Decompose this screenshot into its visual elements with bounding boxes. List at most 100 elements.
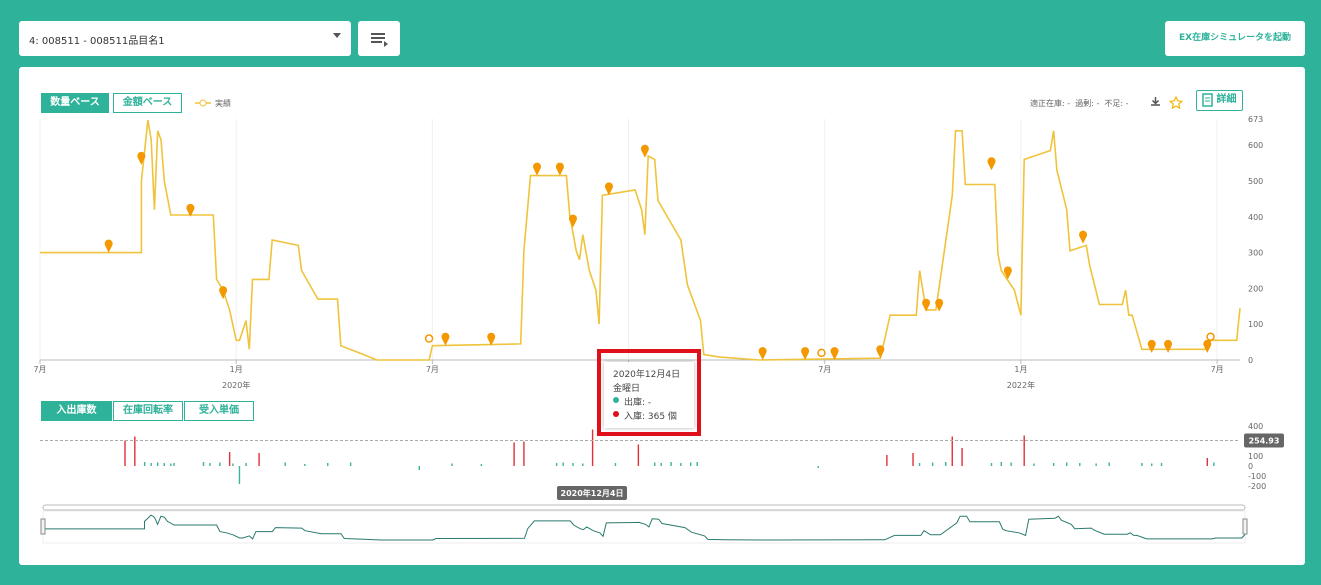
event-pin [1003,266,1012,280]
event-pin [555,162,564,176]
stock-line [40,119,1241,361]
flow-bar [1033,463,1035,466]
flow-bar [202,462,205,466]
x-tick-label: 7月 [818,365,831,374]
flow-bar [637,444,640,466]
flow-bar [1160,463,1163,466]
event-pin [758,347,767,360]
event-pin [1203,339,1212,353]
event-pin [801,347,810,360]
flow-bar [143,462,146,466]
highlight-box [597,349,701,436]
flow-bar [284,462,286,466]
tab-quantity[interactable]: 数量ベース [41,93,109,113]
flow-bar [654,462,656,466]
flow-bar [349,462,352,466]
tooltip-weekday: 金曜日 [613,384,641,394]
x-tick-label: 1月 [230,365,243,374]
flow-bar [1206,458,1209,466]
tab-unit-price[interactable]: 受入単価 [184,401,254,421]
flow-bar [232,463,234,466]
event-pin [487,332,496,346]
flow-bar [582,463,584,466]
y-tick-label: 500 [1248,177,1263,186]
event-pin [876,345,885,359]
tab-flow[interactable]: 入出庫数 [41,401,112,421]
flow-bar [228,452,231,466]
panel [19,67,1305,565]
event-pin [935,298,944,312]
open-point [817,348,826,358]
flow-bar [614,463,617,466]
flow-bar [1023,435,1025,466]
flow-bar [238,466,241,484]
item-select[interactable]: 4: 008511 - 008511品目名1 [19,21,351,56]
dropdown-arrow [333,33,341,38]
event-pin [568,214,577,228]
flow-bar [1141,463,1143,466]
flow-bar [209,463,211,466]
event-pin [922,298,931,312]
legend-marker [199,99,207,107]
flow-bar [327,463,329,466]
reference-label: 254.93 [1249,437,1280,446]
navigator [42,510,1246,544]
tooltip: 2020年12月4日 金曜日 出庫: - 入庫: 365 個 [604,362,694,428]
flow-bar [990,463,993,466]
simulator-button[interactable]: EX在庫シミュレータを起動 [1165,21,1305,56]
event-pin [104,239,113,253]
x-pointer-box [557,486,627,500]
x-pointer-label: 2020年12月4日 [561,488,624,498]
year-label: 2020年 [222,380,250,390]
tooltip-date: 2020年12月4日 [613,370,681,380]
flow-bar [304,464,306,466]
event-pin [830,347,839,360]
flow-bar [886,455,888,466]
x-tick-label: 1月 [1014,365,1027,374]
flow-bar [480,464,483,466]
flow-bar [555,463,558,466]
flow-bar [245,463,247,466]
tab-turnover[interactable]: 在庫回転率 [113,401,183,421]
flow-bar [124,440,126,466]
event-pin [1147,339,1156,353]
x-tick-label: 7月 [426,365,439,374]
flow-bar [1095,463,1097,466]
list-button[interactable] [358,21,400,56]
list-icon [371,33,388,47]
flow-bar [418,466,420,470]
flow-bar [670,462,672,466]
flow-bar [163,463,165,466]
flow-bar [523,441,525,466]
flow-bar [1213,462,1215,466]
flow-bar [150,463,152,466]
event-pin [1164,339,1173,353]
flow-bar [945,462,947,466]
event-pin [987,157,996,171]
y-tick-label: 100 [1248,452,1263,461]
out-dot [613,397,619,403]
tooltip-out: 出庫: - [624,398,652,408]
flow-bar [258,453,260,466]
event-pin [219,286,228,300]
flow-bar [451,463,453,466]
flow-bar [961,448,963,466]
y-tick-label: 0 [1248,356,1253,365]
flow-bar [1151,463,1153,466]
event-pin [137,151,146,165]
flow-bar [157,462,159,466]
legend-label: 実績 [215,98,231,108]
flow-bar [918,463,921,466]
nav-handle [40,518,46,535]
reference-label-box [1244,433,1284,448]
item-select-text: 4: 008511 - 008511品目名1 [29,36,165,47]
tab-amount[interactable]: 金額ベース [113,93,182,113]
event-pin [441,332,450,346]
x-tick-label: 7月 [33,365,46,374]
y-tick-label: 400 [1248,422,1263,431]
y-tick-label: 600 [1248,141,1263,150]
flow-bar [931,462,934,466]
event-pin [604,182,613,196]
